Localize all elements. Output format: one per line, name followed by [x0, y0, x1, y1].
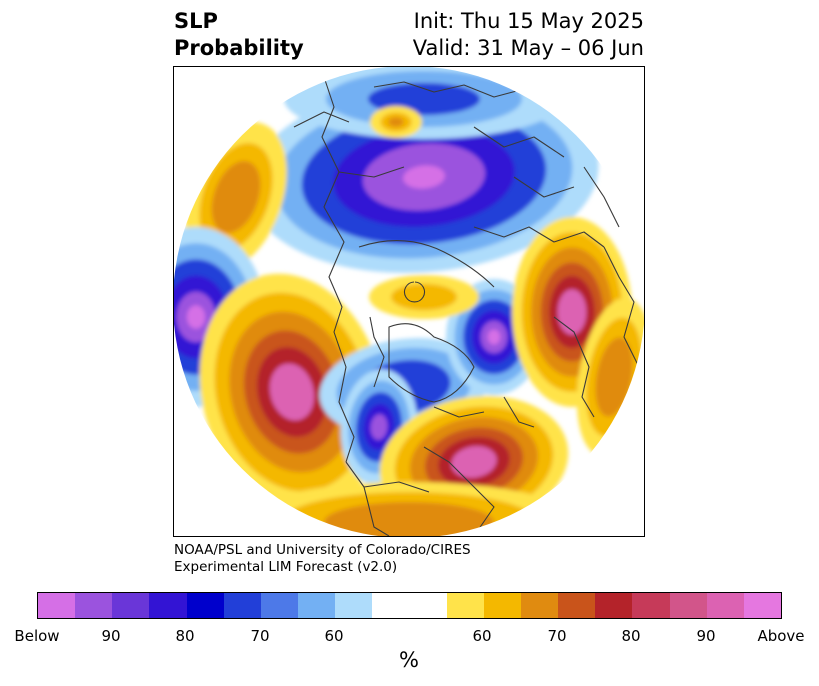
colorbar-tick-label: 90 [101, 627, 121, 645]
colorbar-swatch [223, 593, 261, 618]
init-date: Init: Thu 15 May 2025 [413, 9, 644, 33]
colorbar-tick-label: 70 [250, 627, 270, 645]
coastline-segment [403, 281, 426, 303]
coastline-segment [363, 481, 430, 493]
probability-contour [595, 337, 633, 417]
colorbar-swatch [112, 593, 150, 618]
probability-map [173, 66, 645, 537]
colorbar-tick-label: 90 [696, 627, 716, 645]
colorbar-swatch [75, 593, 113, 618]
colorbar-unit: % [399, 648, 419, 672]
colorbar-swatch [483, 593, 522, 618]
coastline-segment [603, 246, 640, 368]
coastline-segment [293, 111, 350, 128]
colorbar-swatch [706, 593, 744, 618]
coastline-segment [321, 76, 355, 463]
colorbar-tick-label: 60 [472, 627, 492, 645]
probability-contour [370, 414, 388, 440]
probability-contour [186, 305, 206, 329]
valid-date: Valid: 31 May – 06 Jun [412, 36, 644, 60]
coastline-segment [433, 406, 485, 418]
colorbar-tick-label: Below [14, 627, 60, 645]
coastline-segment [423, 446, 495, 536]
title-line-2: Probability [174, 36, 304, 60]
credit-line-2: Experimental LIM Forecast (v2.0) [174, 559, 398, 575]
coastline-segment [373, 81, 525, 98]
colorbar-swatch [372, 593, 447, 618]
coastline-segment [513, 176, 575, 198]
probability-contour [211, 161, 261, 233]
colorbar-tick-label: 80 [621, 627, 641, 645]
probability-contour [403, 165, 445, 189]
coastline-segment [553, 316, 595, 418]
colorbar-swatch [186, 593, 224, 618]
colorbar-tick-label: 80 [175, 627, 195, 645]
probability-contour [487, 329, 501, 345]
probability-contour [269, 363, 315, 421]
colorbar-swatch [558, 593, 596, 618]
probability-contour [391, 283, 457, 311]
probability-contour [557, 289, 587, 335]
coastline-segment [338, 166, 405, 178]
forecast-dates: Init: Thu 15 May 2025 Valid: 31 May – 06… [413, 8, 644, 62]
coastline-segment [473, 226, 605, 248]
coastline-segment [583, 166, 620, 228]
colorbar-swatch [149, 593, 187, 618]
coastline-segment [345, 461, 390, 536]
colorbar [37, 592, 782, 619]
probability-contour [451, 446, 497, 478]
coastline-segment [473, 126, 565, 158]
colorbar-swatch [260, 593, 299, 618]
coastline-segment [358, 240, 495, 288]
colorbar-swatch [298, 593, 336, 618]
colorbar-swatch [521, 593, 559, 618]
colorbar-tick-label: 70 [547, 627, 567, 645]
colorbar-swatch [38, 593, 76, 618]
colorbar-tick-label: 60 [324, 627, 344, 645]
probability-contour [324, 502, 494, 536]
coastline-segment [503, 396, 535, 428]
colorbar-swatch [595, 593, 633, 618]
colorbar-tick-label: Above [757, 627, 805, 645]
coastline-segment [388, 323, 475, 403]
credit-text: NOAA/PSL and University of Colorado/CIRE… [174, 542, 471, 576]
colorbar-swatch [743, 593, 782, 618]
map-svg [174, 67, 644, 536]
colorbar-swatch [632, 593, 670, 618]
colorbar-swatch [446, 593, 484, 618]
probability-contour [388, 117, 404, 127]
colorbar-swatch [335, 593, 373, 618]
coastline-segment [369, 316, 385, 388]
title-line-1: SLP [174, 9, 218, 33]
map-title: SLP Probability [174, 8, 304, 62]
credit-line-1: NOAA/PSL and University of Colorado/CIRE… [174, 542, 471, 558]
colorbar-swatch [669, 593, 707, 618]
